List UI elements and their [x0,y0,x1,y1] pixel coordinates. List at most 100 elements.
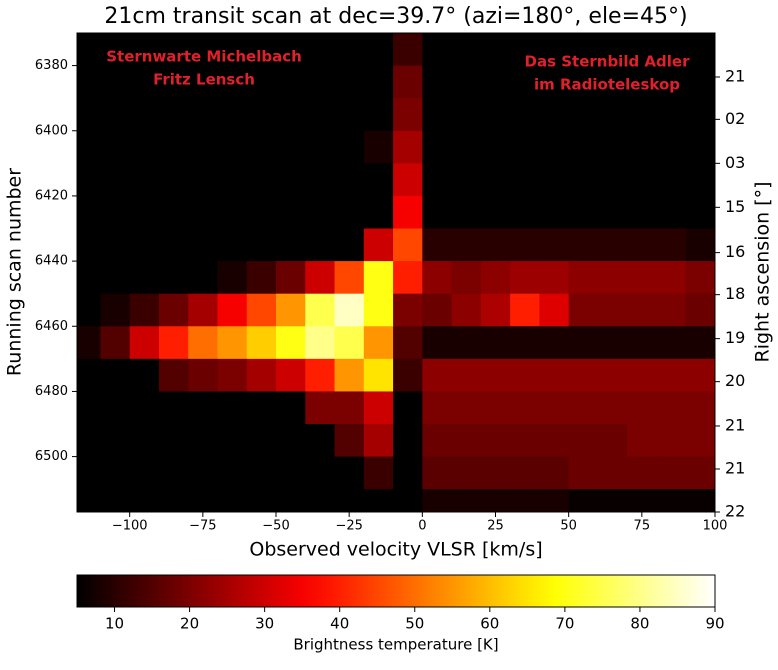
heatmap-cell [305,98,336,132]
heatmap-cell [77,424,101,458]
heatmap-cell [568,195,599,230]
heatmap-cell [129,195,160,230]
heatmap-cell [188,391,218,425]
heatmap-cell [685,195,716,230]
x-tick-label: 25 [487,519,504,534]
heatmap-cell [480,293,511,327]
heatmap-cell [217,33,248,67]
heatmap-cell [100,326,131,360]
heatmap-cell [480,228,511,262]
y2-tick-label: 21 [725,458,745,477]
heatmap-cell [217,326,248,360]
heatmap-cell [129,489,160,513]
heatmap-cell [188,163,218,197]
heatmap-cell [685,261,716,295]
heatmap-cell [627,489,657,513]
heatmap-cell [510,228,540,262]
heatmap-cell [685,326,716,360]
heatmap-cell [217,65,248,99]
heatmap-cell [276,65,306,99]
heatmap-cell [510,65,540,99]
heatmap-cell [422,358,453,392]
heatmap-cell [510,358,540,392]
heatmap-cell [685,489,716,513]
x-tick-label: 100 [703,519,728,534]
y-axis-label: Running scan number [4,168,26,376]
heatmap-cell [597,358,628,392]
heatmap-cell [597,261,628,295]
heatmap-cell [510,456,540,490]
heatmap-cell [685,33,716,67]
colorbar-tick-label: 80 [630,615,649,633]
heatmap-cell [188,261,218,295]
heatmap-cell [129,228,160,262]
heatmap-cell [510,33,540,67]
heatmap-cell [451,489,482,513]
colorbar-tick-label: 40 [330,615,349,633]
heatmap-cell [597,33,628,67]
heatmap-cell [158,456,189,490]
heatmap-cell [276,98,306,132]
y2-tick-label: 22 [725,502,745,521]
heatmap-cell [451,358,482,392]
y2-tick-label: 15 [725,197,745,216]
heatmap-cell [77,130,101,164]
heatmap-cell [188,326,218,360]
heatmap-cell [334,489,365,513]
heatmap-cell [627,261,657,295]
colorbar-tick-label: 90 [705,615,724,633]
heatmap-cell [246,228,277,262]
heatmap-cell [77,489,101,513]
heatmap-cell [100,456,131,490]
heatmap-cell [305,358,336,392]
heatmap-cell [305,391,336,425]
heatmap-cell [100,163,131,197]
heatmap-cell [276,456,306,490]
heatmap-cell [217,98,248,132]
heatmap-cell [363,489,394,513]
heatmap-cell [129,130,160,164]
heatmap-cell [451,163,482,197]
heatmap-cell [539,489,570,513]
y2-tick-label: 19 [725,328,745,347]
heatmap-cell [276,293,306,327]
heatmap-cell [597,391,628,425]
heatmap-cell [129,261,160,295]
heatmap-cell [363,261,394,295]
heatmap-cell [77,261,101,295]
heatmap-cell [158,65,189,99]
colorbar [76,574,716,608]
heatmap-cell [627,163,657,197]
annotation: Fritz Lensch [153,71,255,89]
heatmap-cell [246,326,277,360]
heatmap-cell [100,261,131,295]
heatmap-cell [334,456,365,490]
heatmap-cell [246,98,277,132]
heatmap-cell [246,163,277,197]
heatmap-cell [539,424,570,458]
heatmap-cell [305,195,336,230]
heatmap-cell [77,163,101,197]
heatmap-cell [422,195,453,230]
heatmap-cell [246,65,277,99]
heatmap-cell [100,130,131,164]
heatmap-cell [276,33,306,67]
heatmap-cell [539,261,570,295]
heatmap-cell [77,358,101,392]
heatmap-cell [568,489,599,513]
heatmap-cell [334,424,365,458]
heatmap-cell [305,293,336,327]
heatmap-cell [685,163,716,197]
heatmap-cell [77,228,101,262]
heatmap-cell [597,65,628,99]
heatmap-cell [363,98,394,132]
heatmap-cell [422,98,453,132]
heatmap-cell [276,358,306,392]
heatmap-cell [393,293,423,327]
heatmap-cell [129,456,160,490]
heatmap-cell [393,489,423,513]
heatmap-cell [656,424,687,458]
heatmap-cell [77,98,101,132]
x-tick-label: −50 [262,519,289,534]
